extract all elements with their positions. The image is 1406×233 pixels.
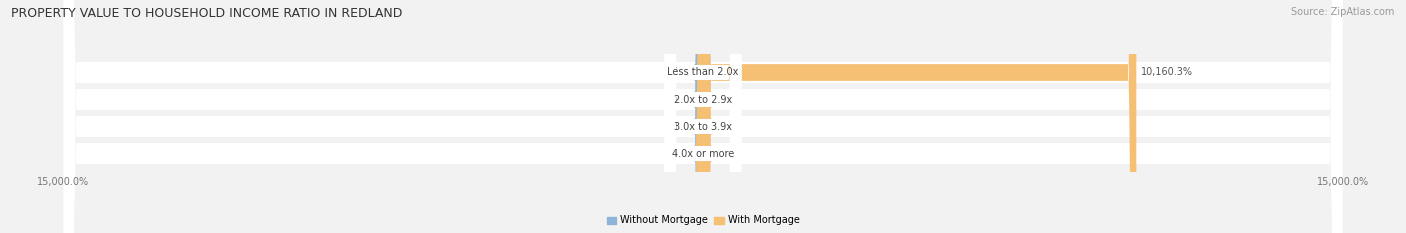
FancyBboxPatch shape: [695, 0, 710, 233]
Text: 2.0x to 2.9x: 2.0x to 2.9x: [673, 95, 733, 105]
Text: 6.1%: 6.1%: [673, 68, 697, 78]
FancyBboxPatch shape: [695, 0, 711, 233]
FancyBboxPatch shape: [63, 0, 1343, 233]
Text: 10,160.3%: 10,160.3%: [1142, 68, 1194, 78]
FancyBboxPatch shape: [665, 0, 741, 233]
FancyBboxPatch shape: [63, 0, 1343, 233]
FancyBboxPatch shape: [703, 0, 1136, 233]
Text: 3.0x to 3.9x: 3.0x to 3.9x: [673, 121, 733, 131]
Text: 16.7%: 16.7%: [709, 148, 740, 158]
FancyBboxPatch shape: [665, 0, 741, 233]
Text: 49.8%: 49.8%: [665, 95, 696, 105]
Text: 31.4%: 31.4%: [710, 121, 740, 131]
FancyBboxPatch shape: [695, 0, 711, 233]
Legend: Without Mortgage, With Mortgage: Without Mortgage, With Mortgage: [603, 212, 803, 229]
FancyBboxPatch shape: [665, 0, 741, 233]
FancyBboxPatch shape: [63, 0, 1343, 233]
FancyBboxPatch shape: [696, 0, 711, 233]
Text: 25.6%: 25.6%: [666, 148, 697, 158]
FancyBboxPatch shape: [665, 0, 741, 233]
FancyBboxPatch shape: [695, 0, 710, 233]
Text: 13.7%: 13.7%: [666, 121, 697, 131]
Text: PROPERTY VALUE TO HOUSEHOLD INCOME RATIO IN REDLAND: PROPERTY VALUE TO HOUSEHOLD INCOME RATIO…: [11, 7, 402, 20]
Text: 4.0x or more: 4.0x or more: [672, 148, 734, 158]
FancyBboxPatch shape: [696, 0, 711, 233]
Text: 41.1%: 41.1%: [710, 95, 741, 105]
Text: Source: ZipAtlas.com: Source: ZipAtlas.com: [1291, 7, 1395, 17]
FancyBboxPatch shape: [695, 0, 711, 233]
FancyBboxPatch shape: [63, 0, 1343, 233]
Text: Less than 2.0x: Less than 2.0x: [668, 68, 738, 78]
